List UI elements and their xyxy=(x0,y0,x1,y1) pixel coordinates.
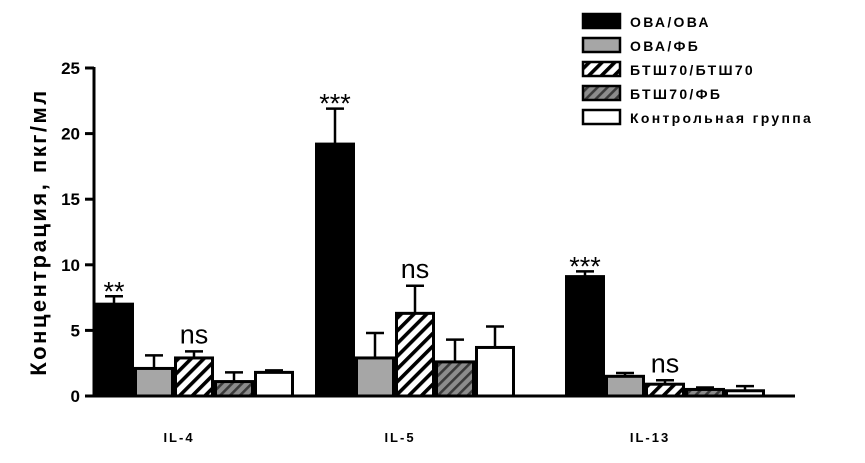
y-tick-label: 20 xyxy=(61,125,80,144)
axes-group: 0 5 10 15 20 25 IL-4 IL-5 IL-13 xyxy=(61,59,795,445)
bar xyxy=(645,382,685,398)
y-tick-label: 25 xyxy=(61,59,80,78)
legend-swatch xyxy=(581,84,622,102)
x-category-label: IL-13 xyxy=(630,430,670,445)
y-tick-label: 10 xyxy=(61,256,80,275)
bar xyxy=(254,370,294,398)
bar xyxy=(94,302,134,398)
x-category-label: IL-4 xyxy=(163,430,194,445)
bar xyxy=(395,311,435,398)
significance-ns: ns xyxy=(180,319,209,349)
significance-stars: ** xyxy=(103,276,125,306)
legend-label: ОВА/ОВА xyxy=(630,14,711,30)
legend-label: ОВА/ФБ xyxy=(630,38,700,54)
y-axis-label: Концентрация, пкг/мл xyxy=(26,88,51,376)
bar xyxy=(605,374,645,398)
significance-ns: ns xyxy=(651,348,680,378)
significance-ns: ns xyxy=(401,254,430,284)
bar xyxy=(565,275,605,398)
bar xyxy=(214,380,254,398)
significance-stars: *** xyxy=(319,89,351,119)
bar xyxy=(355,356,395,398)
y-tick-label: 0 xyxy=(71,387,80,406)
x-category-label: IL-5 xyxy=(384,430,415,445)
legend-swatch xyxy=(581,36,622,54)
legend-label: БТШ70/БТШ70 xyxy=(630,62,755,78)
y-tick-label: 15 xyxy=(61,190,80,209)
y-tick-label: 5 xyxy=(71,321,80,340)
legend-swatch xyxy=(581,108,622,126)
legend-swatch xyxy=(581,12,622,30)
legend-label: Контрольная группа xyxy=(630,110,813,126)
legend-label: БТШ70/ФБ xyxy=(630,86,722,102)
legend-swatch xyxy=(581,60,622,78)
bar xyxy=(475,345,515,398)
significance-stars: *** xyxy=(569,251,601,281)
annotations-group: ** ns *** ns *** ns xyxy=(103,89,679,379)
bar xyxy=(435,360,475,398)
bar xyxy=(315,142,355,398)
bar xyxy=(134,366,174,398)
bar xyxy=(174,356,214,398)
legend: ОВА/ОВА ОВА/ФБ БТШ70/БТШ70 БТШ70/ФБ Контроль… xyxy=(581,12,813,126)
